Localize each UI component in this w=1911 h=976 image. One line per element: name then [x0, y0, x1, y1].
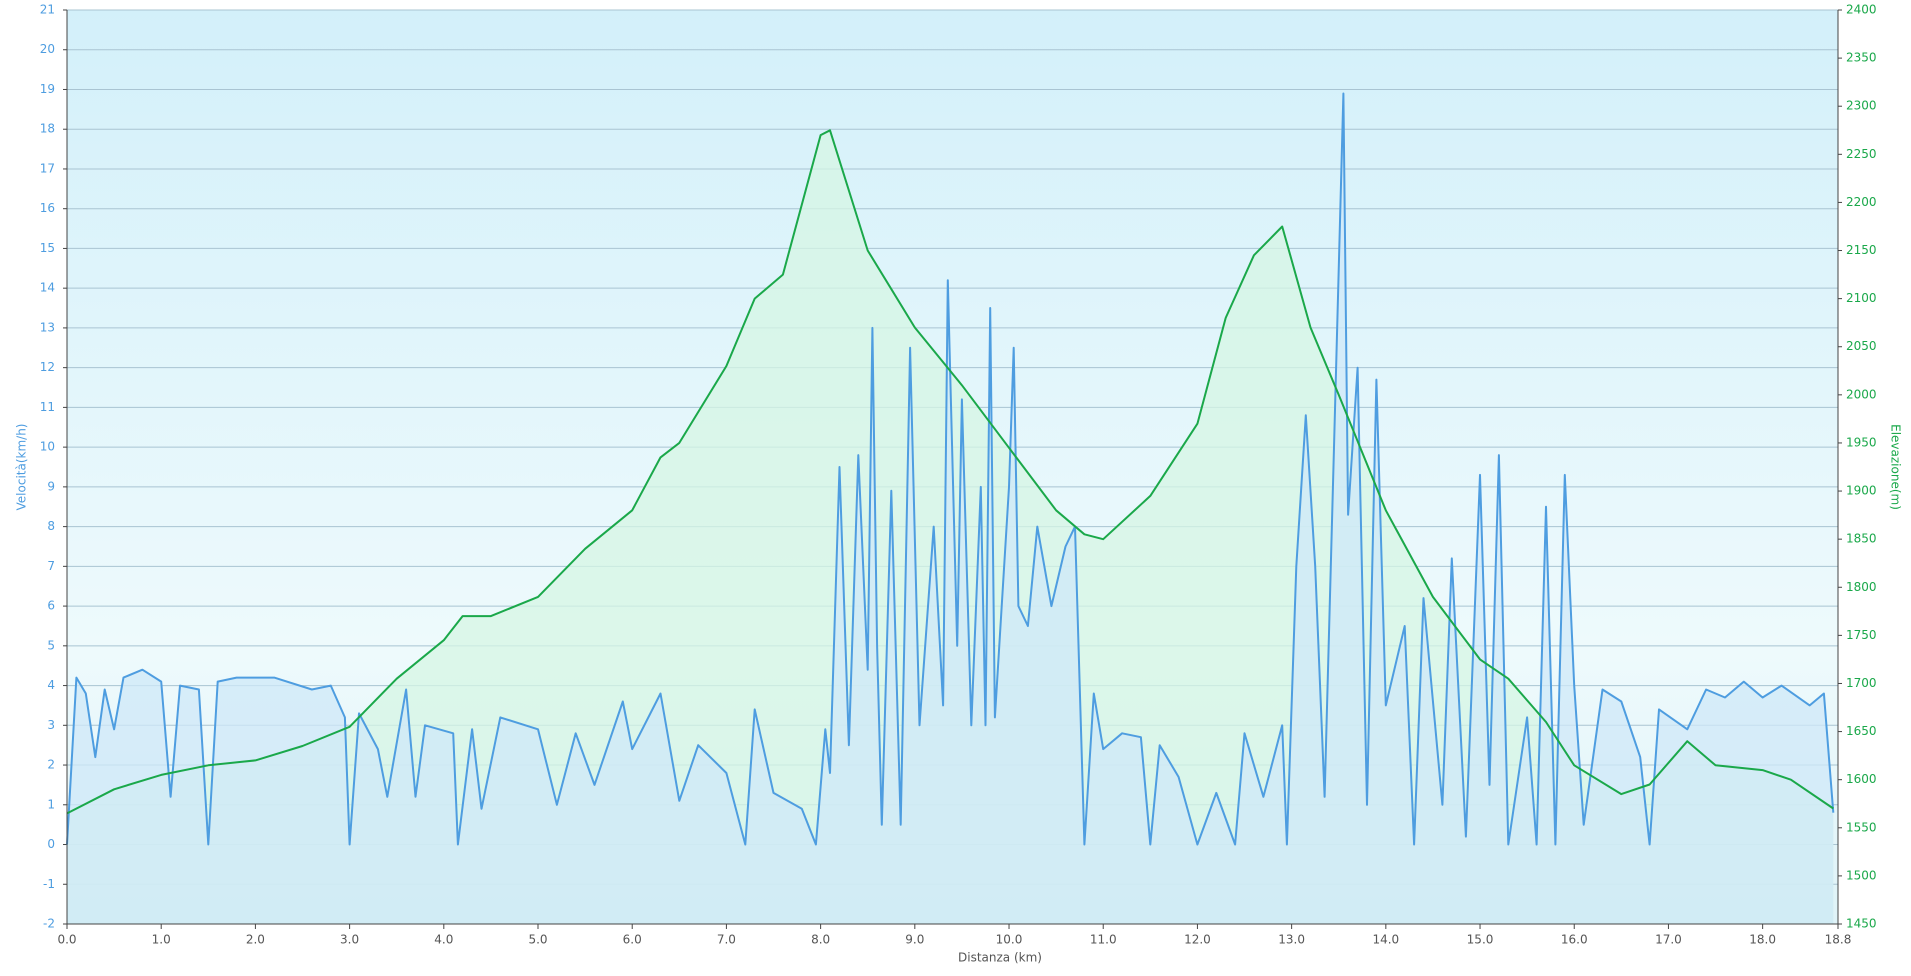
x-tick-label: 15.0 [1467, 933, 1494, 947]
y2-tick-label: 2150 [1846, 243, 1877, 257]
y-tick-label: 20 [40, 42, 55, 56]
y-tick-label: 8 [47, 519, 55, 533]
y-tick-label: -1 [43, 877, 55, 891]
y2-tick-label: 1900 [1846, 484, 1877, 498]
x-tick-label: 1.0 [152, 933, 171, 947]
y-tick-label: -2 [43, 917, 55, 931]
x-tick-label: 18.8 [1825, 933, 1852, 947]
y-tick-label: 2 [47, 758, 55, 772]
x-tick-label: 7.0 [717, 933, 736, 947]
x-tick-label: 0.0 [57, 933, 76, 947]
y-tick-label: 1 [47, 797, 55, 811]
x-tick-label: 14.0 [1372, 933, 1399, 947]
y2-tick-label: 2250 [1846, 147, 1877, 161]
y2-tick-label: 1450 [1846, 917, 1877, 931]
y-axis-title: Velocità(km/h) [15, 424, 29, 511]
y2-axis-title: Elevazione(m) [1889, 424, 1903, 510]
y2-tick-label: 2350 [1846, 51, 1877, 65]
x-tick-label: 11.0 [1090, 933, 1117, 947]
y-tick-label: 18 [40, 122, 55, 136]
y-tick-label: 7 [47, 559, 55, 573]
x-tick-label: 17.0 [1655, 933, 1682, 947]
x-tick-label: 16.0 [1561, 933, 1588, 947]
y-tick-label: 6 [47, 599, 55, 613]
x-tick-label: 3.0 [340, 933, 359, 947]
x-axis-title: Distanza (km) [958, 951, 1042, 965]
x-tick-label: 5.0 [528, 933, 547, 947]
x-tick-label: 18.0 [1749, 933, 1776, 947]
y2-tick-label: 2000 [1846, 387, 1877, 401]
y2-tick-label: 1950 [1846, 435, 1877, 449]
y2-tick-label: 1850 [1846, 532, 1877, 546]
y-tick-label: 3 [47, 718, 55, 732]
y-tick-label: 12 [40, 360, 55, 374]
line [66, 92, 1835, 846]
x-tick-label: 6.0 [623, 933, 642, 947]
y2-tick-label: 2200 [1846, 195, 1877, 209]
x-tick-label: 9.0 [905, 933, 924, 947]
y-tick-label: 14 [40, 281, 55, 295]
x-tick-label: 10.0 [996, 933, 1023, 947]
x-tick-label: 13.0 [1278, 933, 1305, 947]
y-tick-label: 4 [47, 678, 55, 692]
y2-tick-label: 2050 [1846, 339, 1877, 353]
y-tick-label: 15 [40, 241, 55, 255]
y-tick-label: 11 [40, 400, 55, 414]
x-tick-label: 4.0 [434, 933, 453, 947]
area [67, 93, 1834, 924]
y2-tick-label: 1650 [1846, 724, 1877, 738]
y-tick-label: 10 [40, 440, 55, 454]
x-tick-label: 2.0 [246, 933, 265, 947]
y-tick-label: 16 [40, 201, 55, 215]
y2-tick-label: 2100 [1846, 291, 1877, 305]
y2-tick-label: 1800 [1846, 580, 1877, 594]
y-tick-label: 17 [40, 161, 55, 175]
y-tick-label: 19 [40, 82, 55, 96]
y2-tick-label: 2300 [1846, 99, 1877, 113]
y2-tick-label: 1600 [1846, 772, 1877, 786]
x-tick-label: 8.0 [811, 933, 830, 947]
y-tick-label: 9 [47, 479, 55, 493]
y-tick-label: 0 [47, 837, 55, 851]
y2-tick-label: 2400 [1846, 3, 1877, 17]
y2-tick-label: 1550 [1846, 820, 1877, 834]
y-tick-label: 13 [40, 320, 55, 334]
y2-tick-label: 1500 [1846, 868, 1877, 882]
x-tick-label: 12.0 [1184, 933, 1211, 947]
y2-tick-label: 1700 [1846, 676, 1877, 690]
y-tick-label: 21 [40, 3, 55, 17]
y-tick-label: 5 [47, 638, 55, 652]
line [66, 129, 1834, 815]
y2-tick-label: 1750 [1846, 628, 1877, 642]
